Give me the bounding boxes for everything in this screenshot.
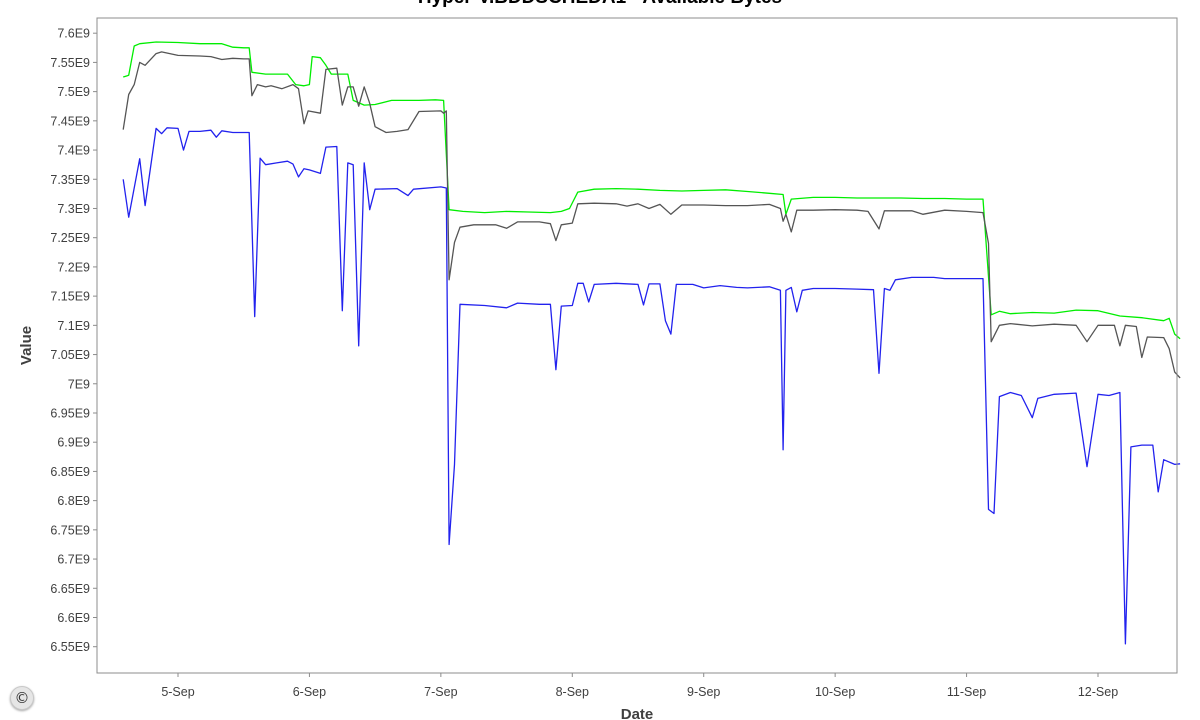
chart-title: Hyper-V.BDDSCHEDA1 - Available Bytes xyxy=(0,0,1200,9)
y-tick-label: 6.7E9 xyxy=(57,553,90,567)
y-tick-label: 6.9E9 xyxy=(57,436,90,450)
y-axis-title: Value xyxy=(18,326,35,365)
series-line-1 xyxy=(123,41,1181,340)
x-tick-label: 5-Sep xyxy=(161,685,194,699)
x-tick-label: 12-Sep xyxy=(1078,685,1118,699)
y-axis-ticks: 6.55E9 6.6E9 6.65E9 6.7E9 6.75E9 6.8E9 6.85E9 6… xyxy=(50,27,97,654)
y-tick-label: 7E9 xyxy=(68,377,90,391)
x-axis-ticks: 5-Sep 6-Sep 7-Sep 8-Sep 9-Sep 10-Sep 11-Sep 12-… xyxy=(161,673,1118,699)
y-tick-label: 6.8E9 xyxy=(57,494,90,508)
x-tick-label: 7-Sep xyxy=(424,685,457,699)
y-tick-label: 6.55E9 xyxy=(50,640,90,654)
x-tick-label: 10-Sep xyxy=(815,685,855,699)
x-tick-label: 6-Sep xyxy=(293,685,326,699)
series-line-2 xyxy=(122,51,1181,379)
y-tick-label: 7.3E9 xyxy=(57,202,90,216)
y-tick-label: 7.4E9 xyxy=(57,144,90,158)
plot-area xyxy=(96,17,1178,674)
y-tick-label: 6.75E9 xyxy=(50,523,90,537)
y-tick-label: 7.25E9 xyxy=(50,231,90,245)
y-tick-label: 6.85E9 xyxy=(50,465,90,479)
y-tick-label: 7.1E9 xyxy=(57,319,90,333)
y-tick-label: 7.6E9 xyxy=(57,27,90,41)
y-tick-label: 7.2E9 xyxy=(57,260,90,274)
y-tick-label: 7.45E9 xyxy=(50,114,90,128)
copyright-button[interactable]: © xyxy=(10,686,34,710)
y-tick-label: 6.65E9 xyxy=(50,582,90,596)
y-tick-label: 7.5E9 xyxy=(57,85,90,99)
y-tick-label: 7.05E9 xyxy=(50,348,90,362)
y-tick-label: 7.55E9 xyxy=(50,56,90,70)
y-tick-label: 7.15E9 xyxy=(50,290,90,304)
series-line-3 xyxy=(122,127,1181,645)
x-tick-label: 9-Sep xyxy=(687,685,720,699)
plot-lines xyxy=(122,41,1181,645)
y-tick-label: 7.35E9 xyxy=(50,173,90,187)
y-tick-label: 6.95E9 xyxy=(50,406,90,420)
x-tick-label: 8-Sep xyxy=(556,685,589,699)
y-tick-label: 6.6E9 xyxy=(57,611,90,625)
x-tick-label: 11-Sep xyxy=(947,685,986,699)
x-axis-title: Date xyxy=(621,706,654,720)
